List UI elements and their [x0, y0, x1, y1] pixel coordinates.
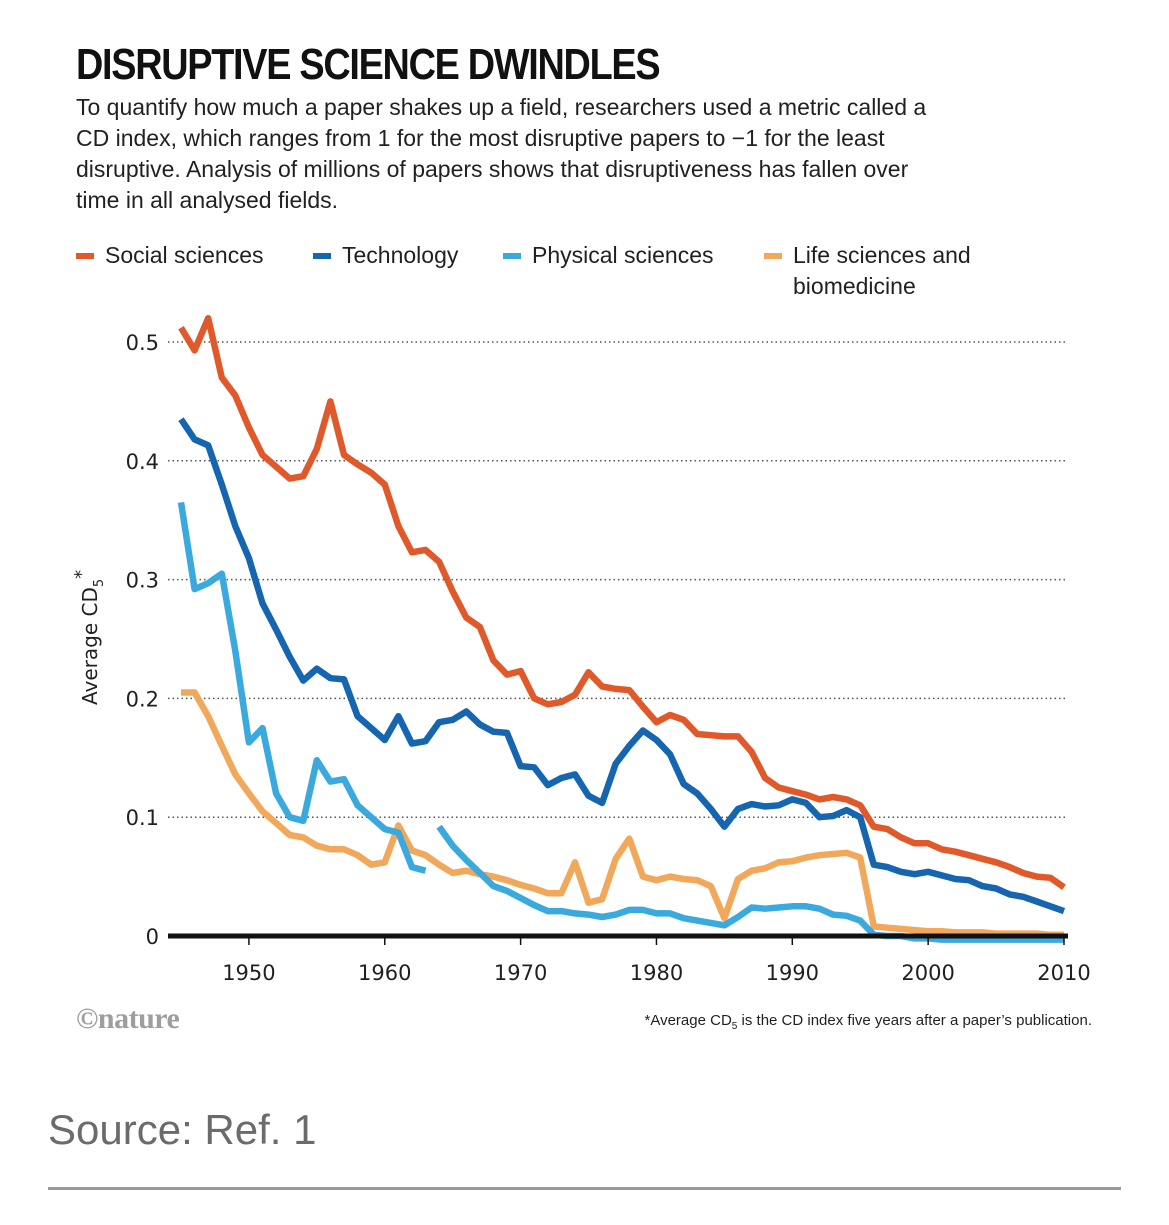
- x-tick-labels: 1950 1960 1970 1980 1990 2000 2010: [168, 933, 1091, 985]
- series-line-life-sciences-and-biomedicine: [181, 689, 1064, 939]
- x-tick-label-1960: 1960: [358, 961, 411, 985]
- x-tick-label-2000: 2000: [901, 961, 954, 985]
- x-tick-label-1950: 1950: [222, 961, 275, 985]
- y-axis-label-subscript: 5: [92, 579, 107, 587]
- chart-footnote: *Average CD5 is the CD index five years …: [645, 1012, 1092, 1032]
- x-tick-label-1970: 1970: [494, 961, 547, 985]
- y-axis-label-asterisk: *: [71, 570, 92, 579]
- x-tick-label-2010: 2010: [1037, 961, 1090, 985]
- legend-label-social-sciences: Social sciences: [105, 242, 264, 268]
- y-tick-label-0.1: 0.1: [126, 806, 159, 830]
- legend-label-life-sciences: Life sciences and biomedicine: [793, 242, 971, 299]
- legend-swatch-physical-sciences: [503, 253, 521, 259]
- source-caption: Source: Ref. 1: [48, 1106, 317, 1153]
- nature-credit: ©nature: [76, 1002, 180, 1035]
- legend-item-physical-sciences: Physical sciences: [503, 240, 714, 271]
- legend-swatch-social-sciences: [76, 253, 94, 259]
- series-line-social-sciences: [178, 314, 1066, 890]
- legend-label-technology: Technology: [342, 242, 459, 268]
- legend-item-technology: Technology: [313, 240, 458, 271]
- x-tick-label-1980: 1980: [630, 961, 683, 985]
- y-tick-labels: 0 0.1 0.2 0.3 0.4 0.5: [126, 331, 159, 949]
- y-axis-label-text: Average CD: [78, 587, 102, 705]
- line-chart: 0 0.1 0.2 0.3 0.4 0.5 1950 1960 1970 1980 1990 200…: [71, 314, 1091, 985]
- legend-item-life-sciences: Life sciences and biomedicine: [764, 240, 1023, 302]
- x-tick-label-1990: 1990: [766, 961, 819, 985]
- y-tick-label-0.3: 0.3: [126, 569, 159, 593]
- legend-swatch-life-sciences: [764, 253, 782, 259]
- grid-lines: [168, 341, 1068, 818]
- footnote-subscript: 5: [731, 1021, 738, 1032]
- series-line-physical-sciences: [177, 501, 1064, 943]
- chart-title: DISRUPTIVE SCIENCE DWINDLES: [76, 40, 661, 89]
- legend-label-physical-sciences: Physical sciences: [532, 242, 714, 268]
- y-tick-label-0.5: 0.5: [126, 331, 159, 355]
- legend-item-social-sciences: Social sciences: [76, 240, 264, 271]
- legend-swatch-technology: [313, 253, 331, 259]
- y-tick-label-0.2: 0.2: [126, 687, 159, 711]
- footnote-suffix: is the CD index five years after a paper…: [737, 1012, 1092, 1029]
- footnote-prefix: *Average CD: [644, 1012, 732, 1029]
- series-lines: [177, 314, 1066, 943]
- series-line-technology: [178, 417, 1066, 915]
- y-tick-label-0.4: 0.4: [126, 450, 159, 474]
- chart-subtitle: To quantify how much a paper shakes up a…: [76, 94, 927, 213]
- chart-legend: Social sciences Technology Physical scie…: [76, 240, 1036, 310]
- y-axis-label: Average CD5*: [71, 570, 107, 705]
- divider-line: [48, 1187, 1121, 1190]
- y-tick-label-0: 0: [146, 925, 159, 949]
